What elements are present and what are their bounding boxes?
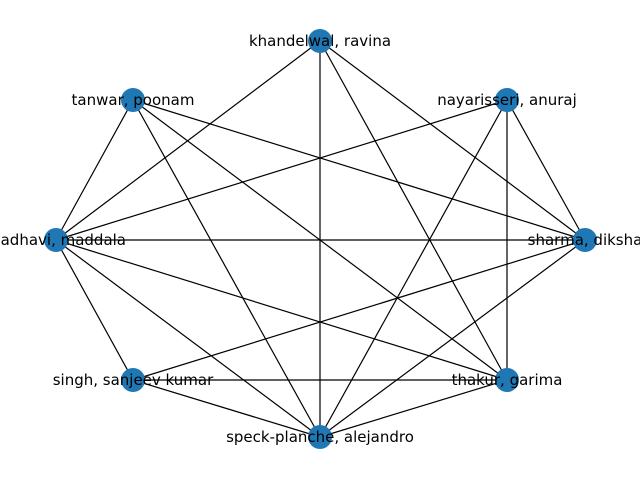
edge-madhavi-speck <box>55 239 321 438</box>
edge-sharma-singh <box>132 239 586 381</box>
node-nayarisseri <box>495 88 519 112</box>
node-label-madhavi: madhavi, maddala <box>0 231 126 249</box>
node-sharma <box>573 228 597 252</box>
edge-tanwar-madhavi <box>55 99 134 241</box>
edge-nayarisseri-sharma <box>506 99 586 241</box>
edge-madhavi-thakur <box>55 239 508 381</box>
node-madhavi <box>44 228 68 252</box>
nodes-layer <box>44 29 597 449</box>
node-label-tanwar: tanwar, poonam <box>72 91 195 109</box>
edge-khandelwal-sharma <box>319 40 586 241</box>
node-label-nayarisseri: nayarisseri, anuraj <box>437 91 577 109</box>
edge-tanwar-speck <box>132 99 321 438</box>
node-khandelwal <box>308 29 332 53</box>
edge-khandelwal-thakur <box>319 40 508 381</box>
edge-singh-speck <box>132 379 321 438</box>
node-speck <box>308 425 332 449</box>
node-label-speck: speck-planche, alejandro <box>226 428 414 446</box>
edge-nayarisseri-speck <box>319 99 508 438</box>
node-label-khandelwal: khandelwal, ravina <box>249 32 391 50</box>
node-label-singh: singh, sanjeev kumar <box>53 371 214 389</box>
node-label-thakur: thakur, garima <box>452 371 563 389</box>
node-singh <box>121 368 145 392</box>
edge-sharma-speck <box>319 239 586 438</box>
edges-layer <box>55 40 586 438</box>
edge-nayarisseri-madhavi <box>55 99 508 241</box>
labels-layer: khandelwal, ravina nayarisseri, anuraj sha… <box>0 32 640 446</box>
edge-speck-thakur <box>319 379 508 438</box>
node-thakur <box>495 368 519 392</box>
node-tanwar <box>121 88 145 112</box>
edge-tanwar-sharma <box>132 99 586 241</box>
edge-madhavi-singh <box>55 239 134 381</box>
node-label-sharma: sharma, diksha <box>528 231 640 249</box>
